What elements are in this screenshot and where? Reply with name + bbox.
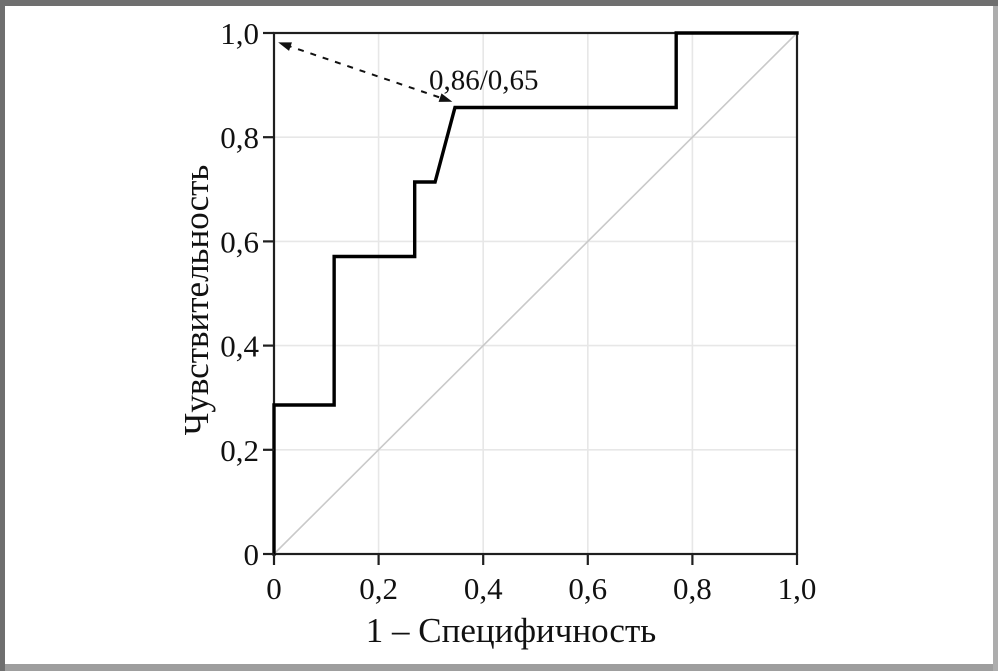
- x-tick-label: 0,8: [673, 571, 712, 606]
- plot-border: [272, 31, 799, 556]
- x-tick-label: 0,4: [464, 571, 503, 606]
- annotation-arrow-line: [285, 44, 446, 101]
- grid-layer: [274, 33, 797, 554]
- x-tick-label: 1,0: [778, 571, 817, 606]
- frame-edge-top: [0, 0, 998, 6]
- roc-annotation-label: 0,86/0,65: [429, 64, 539, 96]
- y-tick-label: 1,0: [220, 16, 259, 51]
- arrowhead-at-cutoff-point: [438, 93, 453, 102]
- axes-layer: 0 0,2 0,4 0,6 0,8 1,0 0 0,2 0,4 0,6 0,8 1,0: [220, 16, 816, 606]
- arrowhead-at-corner: [278, 42, 292, 51]
- x-tick-label: 0,6: [568, 571, 607, 606]
- x-tick-label: 0: [266, 571, 282, 606]
- frame-edge-bottom: [0, 664, 998, 671]
- y-tick-label: 0: [244, 537, 260, 572]
- frame-edge-left: [0, 0, 5, 671]
- plot-border-layer: [272, 31, 799, 556]
- annotation-layer: [278, 42, 453, 102]
- y-tick-label: 0,2: [220, 433, 259, 468]
- y-tick-label: 0,4: [220, 329, 259, 364]
- y-axis-label: Чувствительность: [177, 165, 216, 436]
- y-tick-label: 0,8: [220, 120, 259, 155]
- y-tick-label: 0,6: [220, 224, 259, 259]
- chance-diagonal: [272, 31, 799, 556]
- frame-edge-right: [993, 0, 998, 671]
- x-axis-label: 1 – Специфичность: [366, 611, 656, 650]
- roc-curve: [272, 31, 799, 556]
- series-layer: [272, 31, 799, 556]
- x-tick-label: 0,2: [359, 571, 398, 606]
